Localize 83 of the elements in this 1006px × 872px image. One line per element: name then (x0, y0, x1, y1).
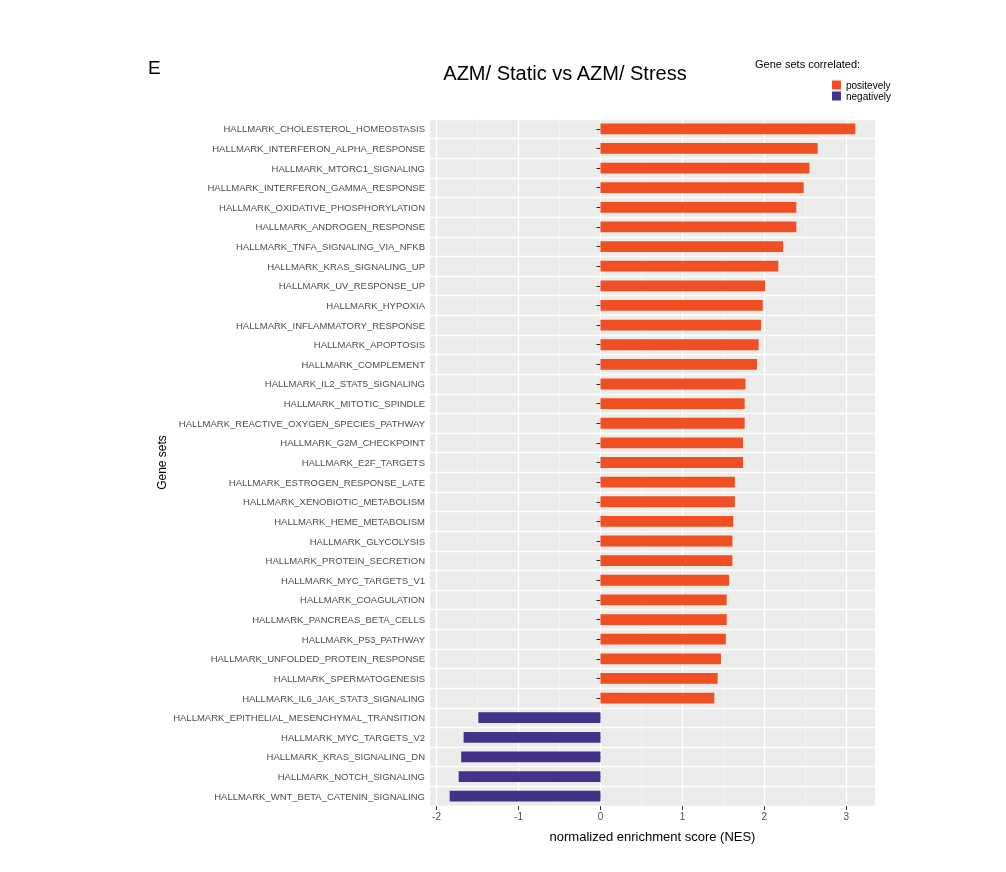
bar (600, 594, 727, 606)
bar (463, 731, 601, 743)
y-tick-label: HALLMARK_E2F_TARGETS (301, 457, 425, 468)
bar (600, 417, 745, 429)
bar (600, 653, 721, 665)
x-axis-title: normalized enrichment score (NES) (549, 829, 756, 844)
y-tick-label: HALLMARK_REACTIVE_OXYGEN_SPECIES_PATHWAY (178, 417, 426, 429)
bar (600, 339, 759, 351)
bar (600, 673, 718, 684)
y-tick-label: HALLMARK_COAGULATION (300, 594, 426, 606)
bar (600, 300, 763, 311)
bar (600, 692, 715, 704)
y-tick-label: HALLMARK_MYC_TARGETS_V1 (281, 574, 425, 586)
bar (600, 378, 746, 390)
y-tick-label: HALLMARK_XENOBIOTIC_METABOLISM (243, 496, 426, 508)
bar (600, 457, 744, 468)
y-tick-label: HALLMARK_ESTROGEN_RESPONSE_LATE (228, 476, 425, 488)
bar (600, 633, 726, 645)
y-tick-label: HALLMARK_MTORC1_SIGNALING (271, 162, 425, 174)
bar (600, 260, 779, 272)
y-tick-label: HALLMARK_UNFOLDED_PROTEIN_RESPONSE (210, 653, 425, 665)
y-tick-label: HALLMARK_EPITHELIAL_MESENCHYMAL_TRANSITION (173, 712, 426, 724)
bar (600, 535, 733, 547)
y-tick-label: HALLMARK_PROTEIN_SECRETION (265, 555, 426, 567)
bar (600, 319, 762, 331)
bar (600, 515, 734, 527)
bar (600, 496, 735, 508)
y-tick-label: HALLMARK_MITOTIC_SPINDLE (283, 398, 425, 410)
bar (600, 280, 766, 292)
bar (600, 241, 784, 252)
y-tick-label: HALLMARK_OXIDATIVE_PHOSPHORYLATION (219, 201, 426, 213)
bar (600, 437, 744, 449)
bar (600, 143, 818, 154)
y-tick-label: HALLMARK_NOTCH_SIGNALING (277, 771, 425, 783)
x-tick-label: 3 (843, 810, 850, 822)
y-tick-label: HALLMARK_KRAS_SIGNALING_DN (266, 751, 426, 763)
y-tick-label: HALLMARK_CHOLESTEROL_HOMEOSTASIS (223, 123, 425, 135)
bar (600, 162, 810, 174)
x-tick-label: -1 (514, 810, 524, 822)
bar (600, 555, 733, 567)
bar (600, 123, 856, 135)
y-axis-title: Gene sets (155, 435, 169, 490)
y-tick-label: HALLMARK_WNT_BETA_CATENIN_SIGNALING (214, 790, 425, 802)
y-tick-label: HALLMARK_MYC_TARGETS_V2 (281, 731, 425, 743)
y-tick-label: HALLMARK_ANDROGEN_RESPONSE (255, 221, 425, 233)
y-tick-label: HALLMARK_HYPOXIA (326, 299, 426, 311)
y-tick-label: HALLMARK_COMPLEMENT (301, 358, 426, 370)
bar (600, 614, 727, 625)
y-tick-label: HALLMARK_P53_PATHWAY (301, 633, 426, 645)
y-tick-label: HALLMARK_SPERMATOGENESIS (273, 672, 425, 684)
bar (600, 476, 735, 488)
bar (461, 751, 601, 763)
bar (600, 398, 745, 410)
x-tick-label: 2 (761, 810, 768, 822)
legend-label: negatively (845, 90, 891, 102)
y-tick-label: HALLMARK_INTERFERON_ALPHA_RESPONSE (212, 142, 425, 154)
y-tick-label: HALLMARK_INFLAMMATORY_RESPONSE (236, 319, 425, 331)
y-tick-label: HALLMARK_KRAS_SIGNALING_UP (267, 260, 425, 272)
bar (458, 771, 601, 782)
x-tick-label: 1 (679, 810, 686, 822)
x-tick-label: -2 (432, 810, 442, 822)
y-tick-label: HALLMARK_HEME_METABOLISM (274, 515, 426, 527)
y-tick-label: HALLMARK_APOPTOSIS (313, 339, 425, 351)
bar (478, 712, 601, 724)
bar (600, 182, 804, 194)
bar (449, 790, 601, 802)
x-tick-label: 0 (597, 810, 604, 822)
bar (600, 221, 797, 233)
bar (600, 201, 797, 213)
y-tick-label: HALLMARK_UV_RESPONSE_UP (278, 280, 425, 292)
bar (600, 358, 757, 370)
y-tick-label: HALLMARK_IL2_STAT5_SIGNALING (264, 378, 425, 390)
bar (600, 574, 730, 586)
y-tick-label: HALLMARK_IL6_JAK_STAT3_SIGNALING (242, 692, 425, 704)
legend-label: positevely (845, 79, 891, 91)
y-tick-label: HALLMARK_PANCREAS_BETA_CELLS (252, 614, 425, 626)
y-tick-label: HALLMARK_G2M_CHECKPOINT (280, 437, 426, 449)
y-tick-label: HALLMARK_INTERFERON_GAMMA_RESPONSE (207, 182, 425, 194)
y-tick-label: HALLMARK_TNFA_SIGNALING_VIA_NFKB (235, 241, 425, 253)
chart-title: AZM/ Static vs AZM/ Stress (443, 62, 687, 84)
text: E (148, 57, 161, 78)
y-tick-label: HALLMARK_GLYCOLYSIS (309, 535, 425, 547)
legend-title: Gene sets correlated: (755, 57, 861, 70)
